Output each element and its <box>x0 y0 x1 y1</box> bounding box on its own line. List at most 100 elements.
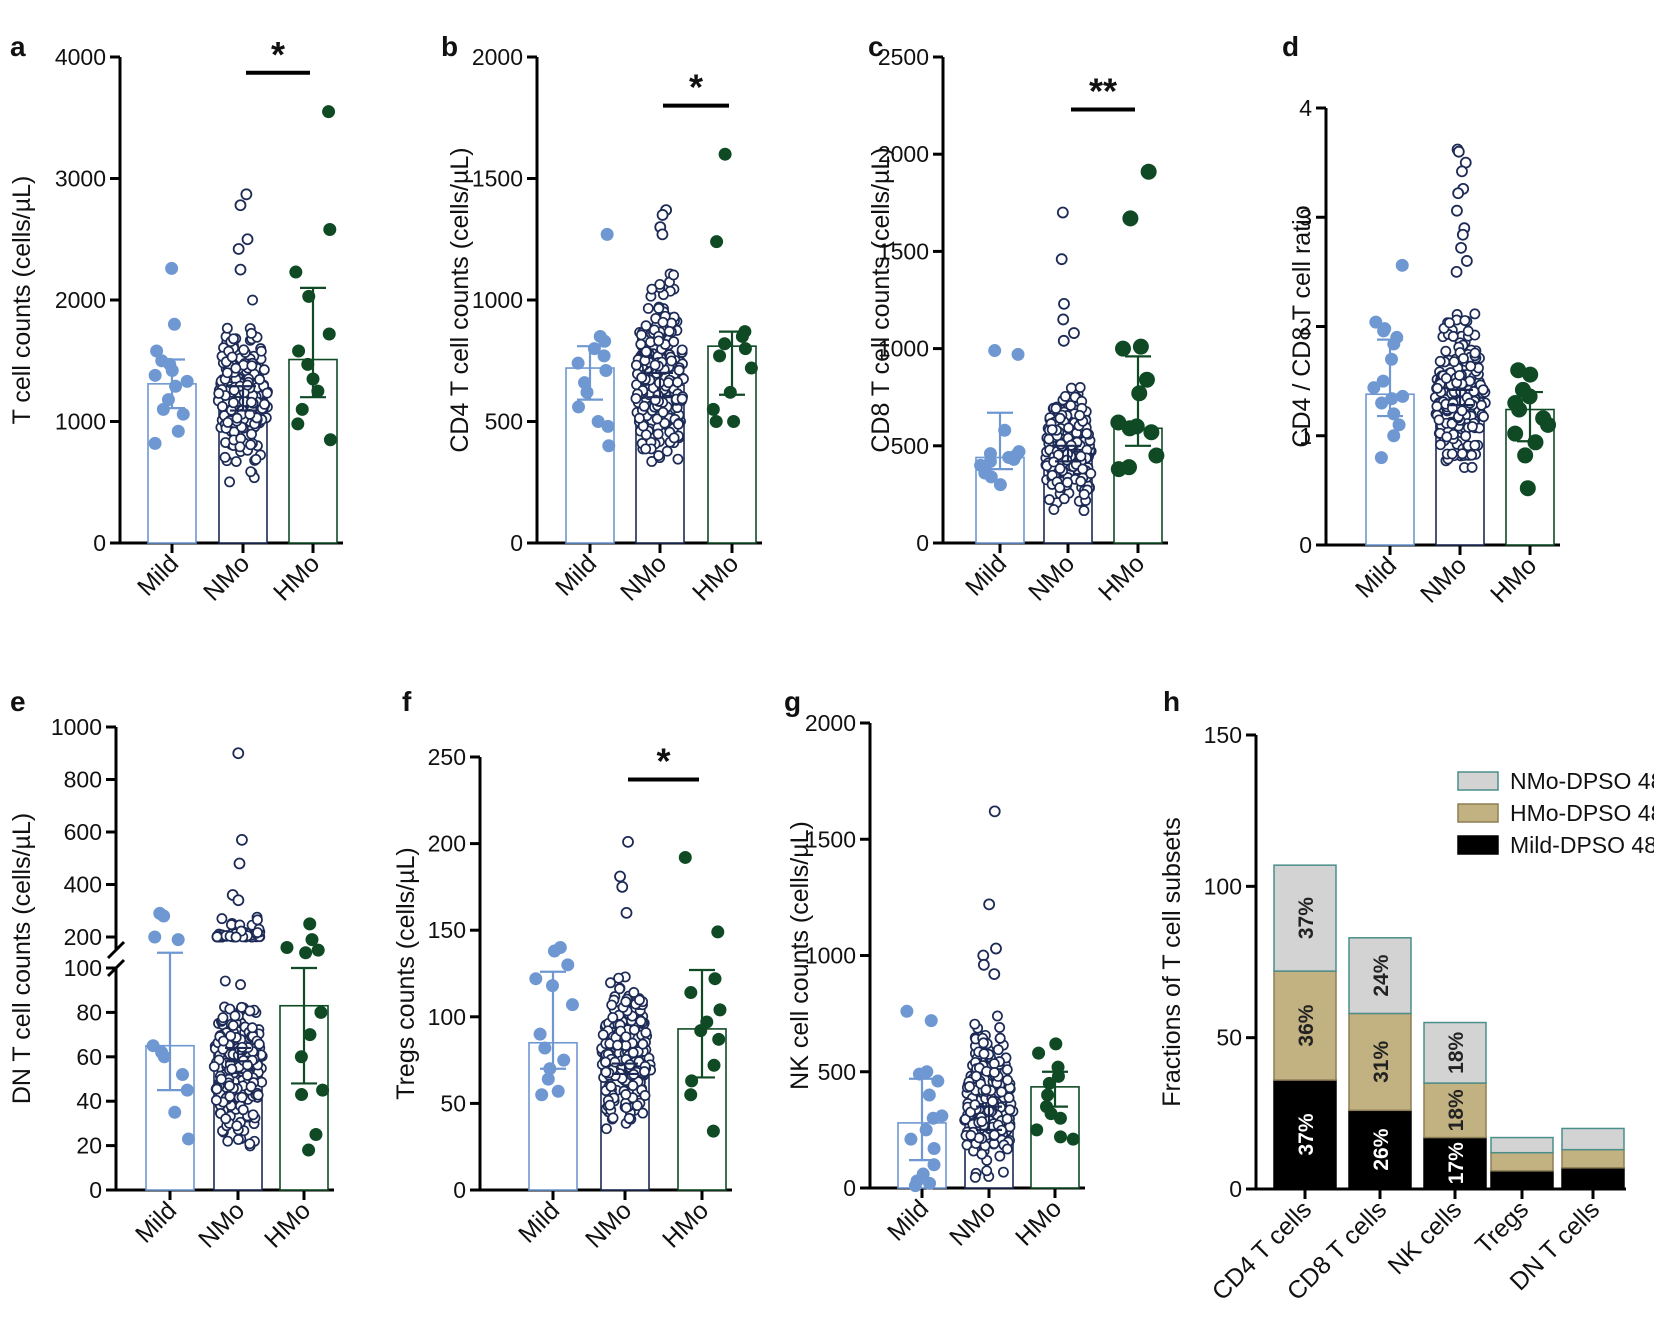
data-point-nmo <box>614 870 626 883</box>
data-point-nmo <box>232 243 245 255</box>
data-point-nmo <box>1059 390 1071 402</box>
data-point-nmo <box>636 372 648 384</box>
scatter-points <box>529 835 727 1138</box>
data-point-nmo <box>1464 397 1476 409</box>
data-point-nmo <box>1477 384 1489 396</box>
data-point-nmo <box>258 364 270 376</box>
data-point-mild <box>988 344 1002 358</box>
data-point-hmo <box>323 433 337 447</box>
data-point-nmo <box>236 1091 248 1103</box>
data-point-hmo <box>708 972 722 986</box>
x-category-label: HMo <box>687 549 744 606</box>
data-point-nmo <box>227 1020 239 1031</box>
segment-percent-label: 17% <box>1445 1142 1468 1184</box>
data-point-mild <box>598 334 612 348</box>
data-point-nmo <box>1077 463 1089 475</box>
data-point-nmo <box>1450 265 1463 278</box>
panel-label: b <box>441 31 458 62</box>
data-point-nmo <box>661 445 673 457</box>
data-point-nmo <box>605 977 616 989</box>
stacked-segment <box>1423 1021 1487 1084</box>
data-point-nmo <box>969 1171 981 1183</box>
data-point-nmo <box>1003 1092 1015 1104</box>
data-point-mild <box>904 1132 918 1146</box>
data-point-nmo <box>1058 297 1070 310</box>
bar-mild <box>528 1041 578 1191</box>
data-point-hmo <box>1131 385 1148 402</box>
data-point-nmo <box>224 1080 235 1092</box>
data-point-mild <box>927 1141 941 1155</box>
x-category-label: HMo <box>1010 1194 1067 1251</box>
data-point-nmo <box>994 1150 1006 1162</box>
data-point-nmo <box>635 338 647 350</box>
data-point-mild <box>919 1123 933 1137</box>
data-point-mild <box>176 407 190 421</box>
x-category-label: Mild <box>130 1196 182 1248</box>
data-point-nmo <box>220 1113 232 1125</box>
data-point-hmo <box>1143 424 1160 441</box>
panel-d: d 0 1 2 3 4 CD4 / CD8 T cell ratio Mild NMo HMo <box>1282 31 1560 609</box>
data-point-nmo <box>1058 493 1070 505</box>
data-point-nmo <box>210 1094 222 1106</box>
data-point-hmo <box>694 1024 708 1038</box>
data-point-nmo <box>226 1063 238 1075</box>
data-point-hmo <box>684 1088 698 1102</box>
data-point-mild <box>900 1004 914 1018</box>
panel-b: b 0 500 1000 1500 2000 CD4 T cell counts (cell… <box>441 31 762 607</box>
data-point-nmo <box>1074 382 1086 393</box>
data-point-nmo <box>988 1058 1000 1070</box>
data-point-mild <box>557 1053 571 1067</box>
data-point-nmo <box>241 233 254 246</box>
data-point-nmo <box>977 1037 989 1049</box>
data-point-nmo <box>612 1039 623 1051</box>
data-point-mild <box>924 1014 938 1028</box>
data-point-nmo <box>1065 382 1077 394</box>
data-point-mild <box>180 1083 194 1097</box>
data-point-nmo <box>1435 439 1446 451</box>
data-point-nmo <box>1054 412 1066 424</box>
data-point-hmo <box>710 235 724 249</box>
data-point-hmo <box>309 1128 323 1141</box>
data-point-nmo <box>656 228 669 241</box>
data-point-nmo <box>992 1044 1004 1056</box>
data-point-nmo <box>217 1035 229 1047</box>
data-point-nmo <box>237 1104 249 1116</box>
data-point-nmo <box>211 1083 223 1095</box>
y-tick-label: 1500 <box>472 166 523 192</box>
data-point-nmo <box>676 344 688 356</box>
data-point-hmo <box>1054 1130 1068 1144</box>
y-tick-label: 0 <box>843 1175 856 1201</box>
data-point-nmo <box>234 441 246 453</box>
data-point-nmo <box>219 975 231 987</box>
data-point-nmo <box>1078 505 1090 517</box>
panel-e: e 0 20 40 60 80 100 200 400 600 800 1000 DN T cell c… <box>8 686 334 1254</box>
data-point-nmo <box>1062 476 1073 488</box>
legend-swatch <box>1457 803 1499 823</box>
segment-percent-label: 26% <box>1370 1128 1393 1170</box>
data-point-nmo <box>254 374 266 385</box>
data-point-nmo <box>607 1112 619 1124</box>
data-point-nmo <box>964 1081 976 1092</box>
y-axis-label: Fractions of T cell subsets <box>1158 817 1186 1106</box>
panel-label: a <box>10 31 26 62</box>
y-tick-label: 0 <box>93 530 106 556</box>
y-tick-label: 60 <box>76 1044 102 1070</box>
y-tick-label: 0 <box>453 1177 466 1203</box>
y-axis-label: Tregs counts (cells/µL) <box>392 847 420 1099</box>
data-point-nmo <box>1085 468 1097 479</box>
data-point-mild <box>571 356 585 370</box>
data-point-hmo <box>712 1032 726 1046</box>
x-category-label: Mild <box>550 549 602 601</box>
axis-break-mark <box>106 940 126 960</box>
stacked-segment <box>1490 1151 1554 1172</box>
data-point-nmo <box>240 188 253 201</box>
data-point-nmo <box>1046 424 1058 436</box>
data-point-nmo <box>630 359 642 371</box>
y-tick-label: 20 <box>76 1133 102 1159</box>
data-point-nmo <box>663 325 675 337</box>
data-point-mild <box>1375 396 1389 410</box>
y-tick-label: 150 <box>428 917 466 943</box>
data-point-nmo <box>232 747 245 760</box>
data-point-hmo <box>291 417 305 431</box>
data-point-nmo <box>255 345 267 357</box>
